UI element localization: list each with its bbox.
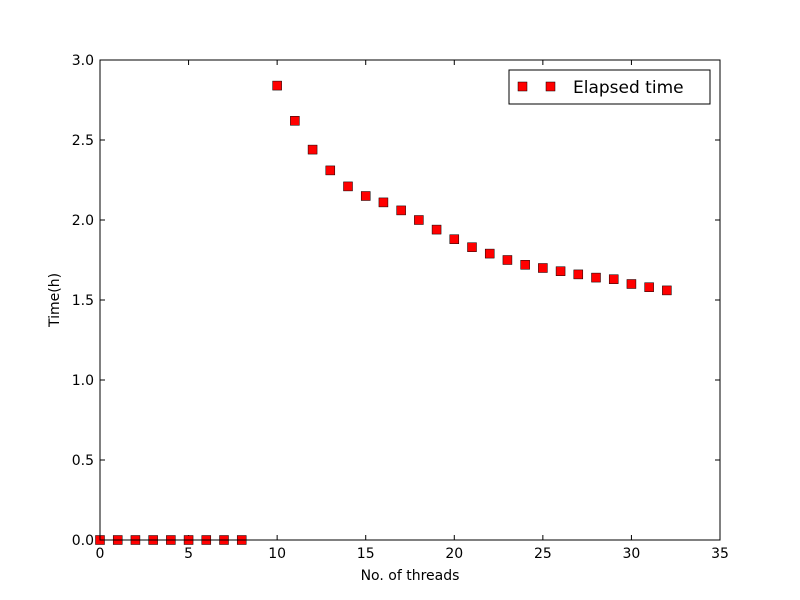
data-point (290, 116, 300, 126)
x-tick-label: 15 (357, 546, 375, 562)
data-point (626, 279, 637, 289)
data-point (307, 144, 318, 155)
data-point (378, 197, 389, 208)
data-point (414, 215, 424, 225)
y-axis-label: Time(h) (47, 273, 63, 328)
x-tick-label: 20 (445, 546, 463, 562)
legend-box (508, 69, 711, 105)
y-tick-label: 1.5 (72, 293, 94, 309)
x-tick-label: 35 (711, 546, 729, 562)
data-point (272, 80, 282, 91)
legend-marker (545, 81, 556, 92)
data-point (467, 242, 477, 252)
plot-frame (99, 59, 721, 541)
x-tick-label: 10 (268, 546, 286, 562)
data-point (502, 255, 513, 265)
data-point (538, 263, 548, 273)
y-tick-label: 0.0 (72, 533, 94, 549)
legend-label: Elapsed time (573, 78, 684, 98)
data-point (484, 248, 495, 259)
data-point (662, 285, 672, 296)
legend: Elapsed time (508, 69, 711, 105)
y-tick-label: 2.0 (72, 213, 94, 229)
data-point (573, 269, 584, 280)
y-tick-label: 1.0 (72, 373, 94, 389)
x-tick-label: 5 (184, 546, 193, 562)
x-tick-label: 30 (623, 546, 641, 562)
y-tick-label: 3.0 (72, 53, 94, 69)
data-point (396, 205, 406, 216)
y-tick-label: 0.5 (72, 453, 94, 469)
legend-marker (517, 81, 528, 92)
y-tick-label: 2.5 (72, 133, 94, 149)
data-point (608, 274, 619, 284)
data-point (449, 234, 460, 244)
data-point (343, 181, 353, 192)
data-point (360, 191, 371, 201)
data-point (591, 272, 601, 283)
x-axis-label: No. of threads (361, 568, 460, 584)
data-point (644, 282, 654, 292)
data-point (555, 266, 566, 276)
x-tick-label: 0 (96, 546, 105, 562)
data-point (325, 165, 336, 176)
data-point (520, 260, 530, 270)
data-point (431, 224, 442, 235)
x-tick-label: 25 (534, 546, 552, 562)
axis-ticks: 0 5 10 15 20 25 30 35 0.0 0.5 1.0 1.5 2.0 2.5 3.0 (72, 53, 729, 562)
